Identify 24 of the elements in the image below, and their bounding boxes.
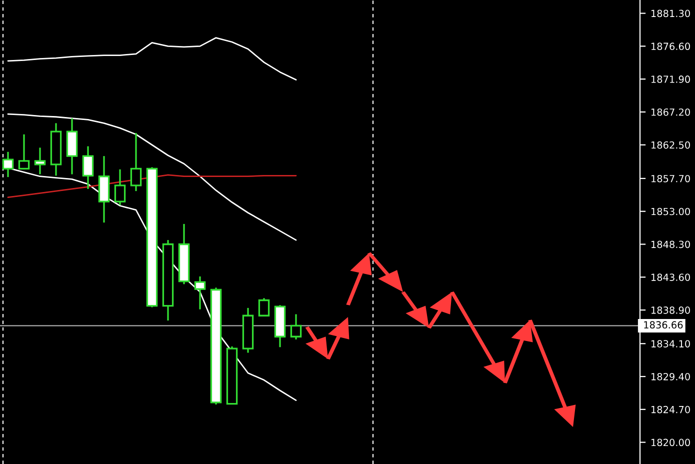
- y-tick-label: 1843.60: [651, 274, 690, 281]
- candlestick: [114, 168, 126, 206]
- y-tick-label: 1857.70: [651, 174, 690, 182]
- y-tick-label: 1867.20: [651, 108, 690, 116]
- candlestick: [130, 132, 142, 192]
- y-tick-label: 1876.60: [651, 42, 690, 50]
- ref-line-label: 1836.66: [644, 321, 683, 329]
- y-tick-label: 1834.10: [651, 340, 690, 348]
- line-series: [7, 37, 297, 80]
- candlestick: [258, 297, 270, 316]
- y-tick-label: 1862.50: [651, 141, 690, 149]
- y-tick-label: 1853.00: [651, 208, 690, 216]
- candlestick: [194, 276, 206, 310]
- y-tick-label: 1820.00: [651, 438, 690, 446]
- line-series: [7, 174, 297, 198]
- y-tick-label: 1848.30: [651, 240, 690, 248]
- y-tick-label: 1881.30: [651, 10, 690, 18]
- candlestick: [18, 134, 30, 170]
- candlestick: [290, 313, 302, 340]
- line-series: [7, 113, 297, 241]
- y-tick-label: 1871.90: [651, 76, 690, 83]
- y-tick-label: 1824.70: [651, 406, 690, 414]
- y-tick-label: 1838.90: [651, 306, 690, 314]
- y-tick-label: 1829.40: [651, 372, 690, 380]
